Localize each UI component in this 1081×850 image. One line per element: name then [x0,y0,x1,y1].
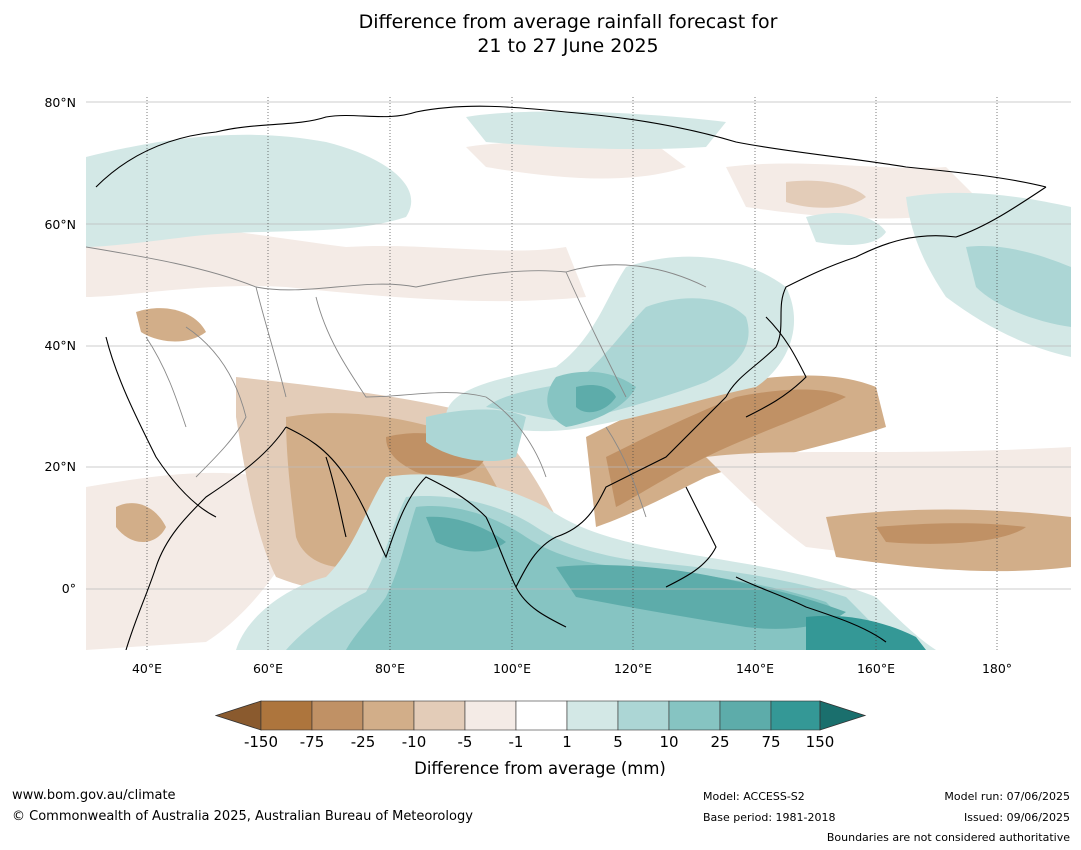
lon-label-60e: 60°E [252,661,284,676]
colorbar-bin [413,700,466,731]
model-name: Model: ACCESS-S2 [703,790,805,803]
issued-date: Issued: 09/06/2025 [963,811,1070,824]
rainfall-anomaly-map [86,97,1071,650]
colorbar-title: Difference from average (mm) [414,759,666,778]
colorbar [215,700,867,731]
map-title: Difference from average rainfall forecas… [0,10,1081,58]
boundary-disclaimer: Boundaries are not considered authoritat… [826,831,1070,844]
colorbar-tick: 5 [613,733,623,751]
colorbar-bin [566,700,619,731]
colorbar-tick: -5 [457,733,473,751]
base-period: Base period: 1981-2018 [703,811,836,824]
colorbar-tick: -1 [508,733,524,751]
colorbar-tick: -75 [299,733,325,751]
colorbar-bin [260,700,313,731]
lat-label-40n: 40°N [44,338,76,353]
colorbar-tick: -25 [350,733,376,751]
copyright-notice: © Commonwealth of Australia 2025, Austra… [12,809,473,824]
lon-label-120e: 120°E [613,661,652,676]
lon-label-80e: 80°E [374,661,406,676]
lon-label-140e: 140°E [735,661,774,676]
lat-label-80n: 80°N [44,95,76,110]
colorbar-bin [515,700,568,731]
model-run-date: Model run: 07/06/2025 [944,790,1070,803]
colorbar-tick: 1 [562,733,572,751]
lat-label-0: 0° [61,581,76,596]
graticule [86,97,1071,650]
colorbar-tick: -150 [243,733,279,751]
colorbar-bin [311,700,364,731]
colorbar-bin [668,700,721,731]
colorbar-tick: 75 [761,733,781,751]
lon-label-40e: 40°E [131,661,163,676]
colorbar-extend-low [215,700,262,731]
country-boundaries [86,246,707,518]
colorbar-tick: 25 [710,733,730,751]
colorbar-extend-high [819,700,867,731]
lon-label-180: 180° [981,661,1013,676]
website-link[interactable]: www.bom.gov.au/climate [12,788,176,803]
lon-label-160e: 160°E [856,661,895,676]
colorbar-bin [770,700,821,731]
colorbar-bin [617,700,670,731]
colorbar-tick: -10 [401,733,427,751]
colorbar-bin [719,700,772,731]
lat-label-20n: 20°N [44,459,76,474]
colorbar-tick: 150 [805,733,835,751]
map-canvas [86,97,1071,650]
title-line-2: 21 to 27 June 2025 [477,35,659,57]
lon-label-100e: 100°E [492,661,531,676]
colorbar-bin [464,700,517,731]
colorbar-bin [362,700,415,731]
lat-label-60n: 60°N [44,217,76,232]
colorbar-tick: 10 [659,733,679,751]
coastlines [95,105,1047,650]
wet-anomaly-regions [86,111,1071,650]
title-line-1: Difference from average rainfall forecas… [358,11,778,33]
